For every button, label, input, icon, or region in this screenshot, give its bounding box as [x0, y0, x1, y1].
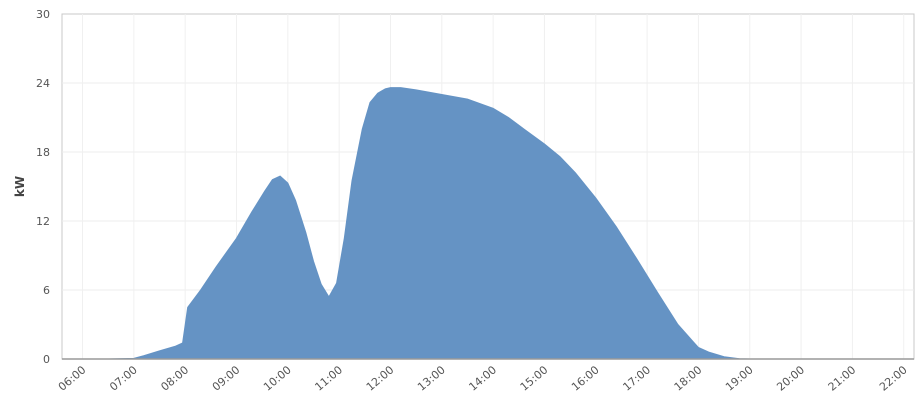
y-axis-ticks: 0 6 12 18 24 30: [36, 8, 50, 366]
x-tick-label: 22:00: [877, 363, 910, 393]
y-tick-label: 12: [36, 215, 50, 228]
power-area-series: [62, 88, 914, 359]
x-tick-label: 14:00: [466, 363, 499, 393]
x-tick-label: 16:00: [569, 363, 602, 393]
y-tick-label: 6: [43, 284, 50, 297]
x-tick-label: 06:00: [56, 363, 89, 393]
x-tick-label: 10:00: [261, 363, 294, 393]
x-tick-label: 12:00: [364, 363, 397, 393]
y-axis-label: kW: [13, 176, 27, 197]
x-axis-ticks: 06:00 07:00 08:00 09:00 10:00 11:00 12:00 13:00…: [56, 363, 910, 393]
x-tick-label: 13:00: [415, 363, 448, 393]
y-tick-label: 0: [43, 353, 50, 366]
x-tick-label: 15:00: [518, 363, 551, 393]
x-tick-label: 19:00: [723, 363, 756, 393]
x-tick-label: 09:00: [210, 363, 243, 393]
x-tick-label: 17:00: [620, 363, 653, 393]
x-tick-label: 18:00: [672, 363, 705, 393]
y-tick-label: 30: [36, 8, 50, 21]
y-tick-label: 24: [36, 77, 50, 90]
y-tick-label: 18: [36, 146, 50, 159]
x-tick-label: 11:00: [312, 363, 345, 393]
x-tick-label: 08:00: [158, 363, 191, 393]
x-tick-label: 07:00: [107, 363, 140, 393]
x-tick-label: 20:00: [774, 363, 807, 393]
x-tick-label: 21:00: [826, 363, 859, 393]
